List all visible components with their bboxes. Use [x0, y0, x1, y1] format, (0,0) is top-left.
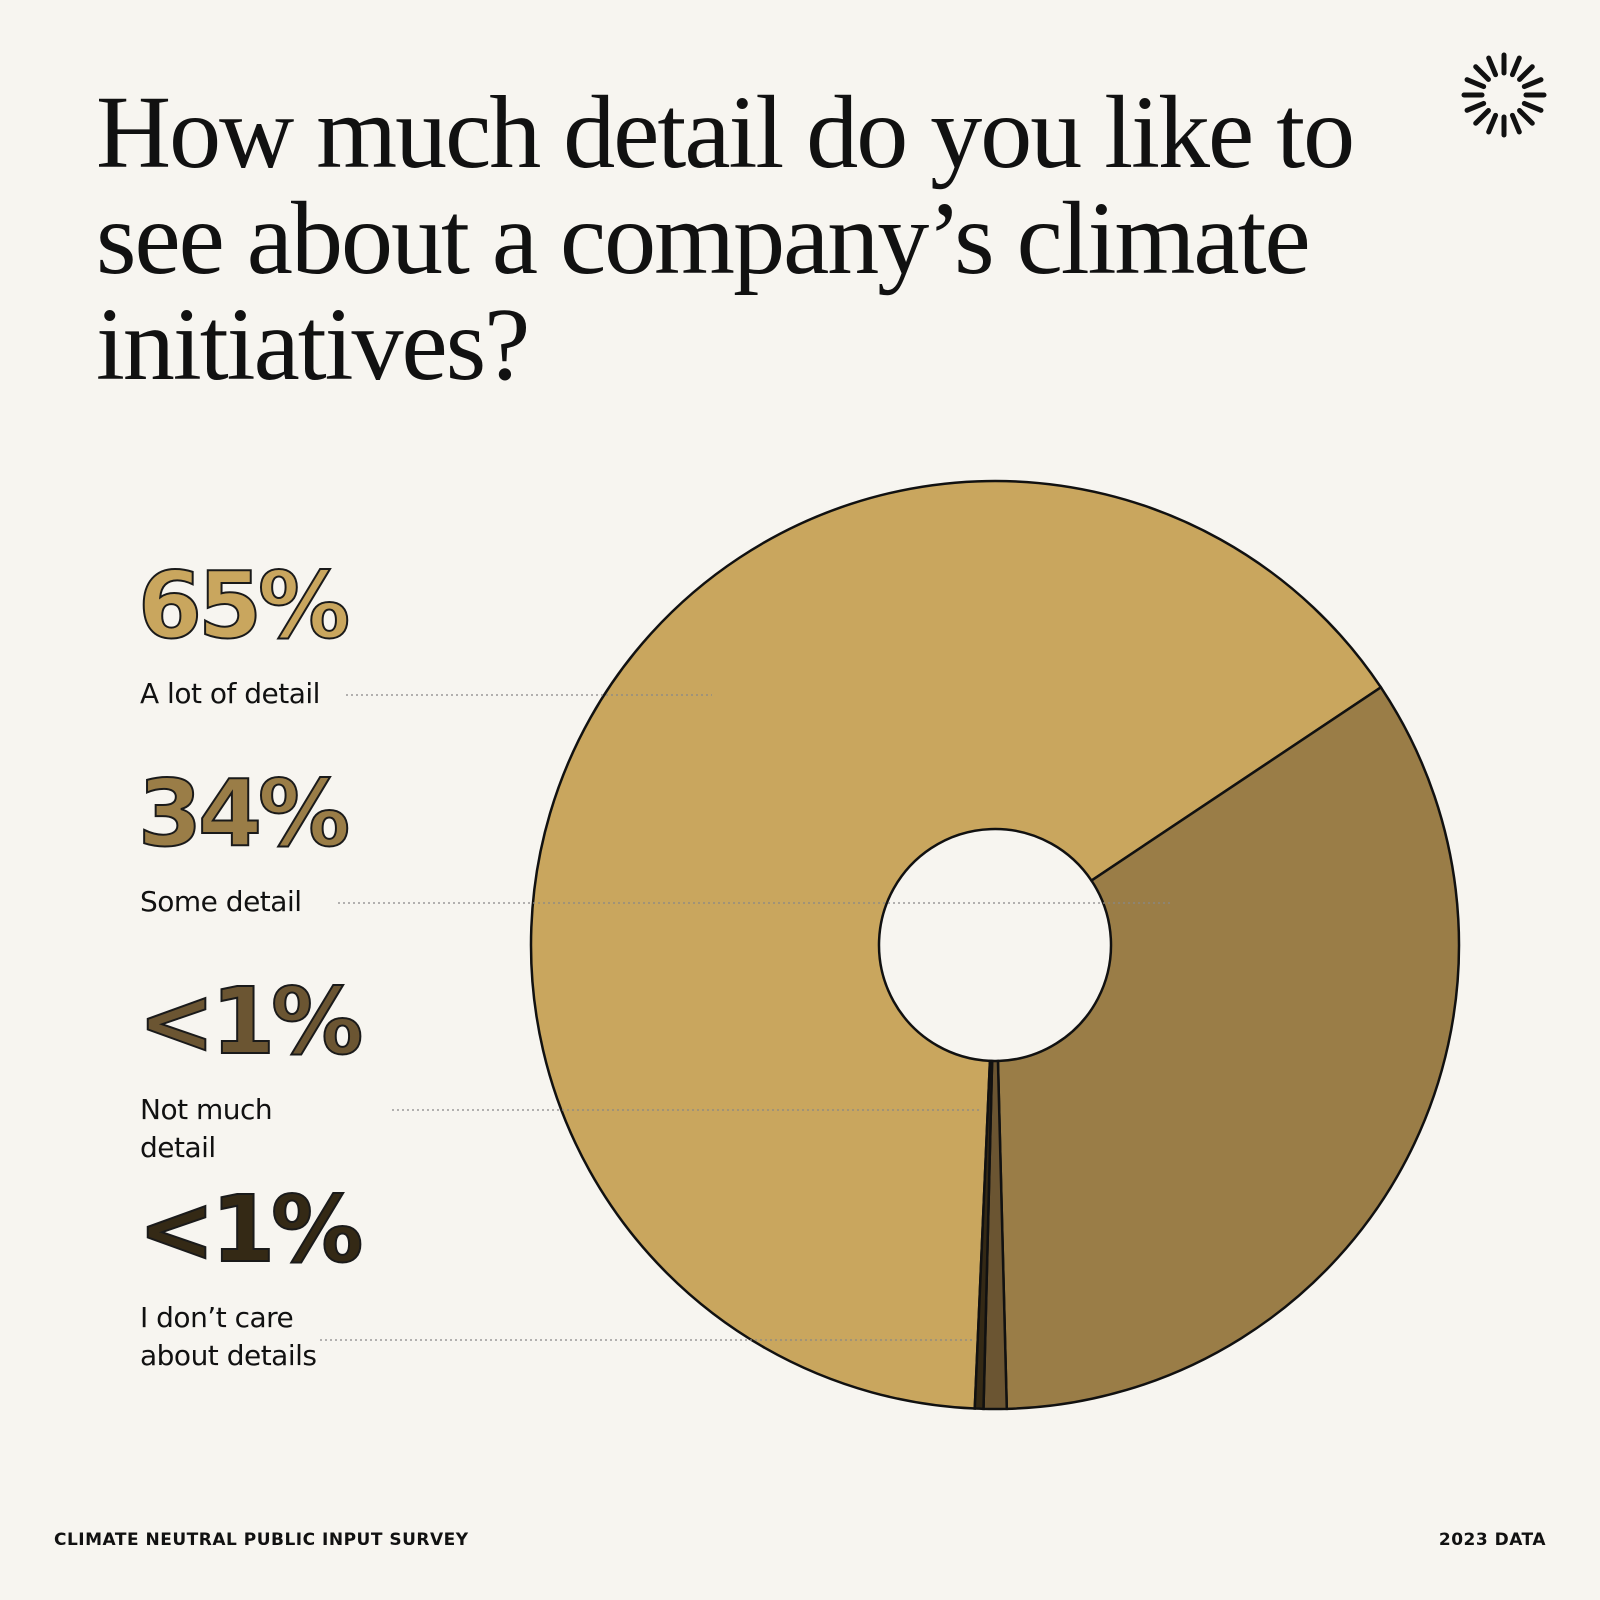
logo-spoke: [1517, 64, 1535, 82]
logo-spoke: [1521, 77, 1544, 90]
legend-label: A lot of detail: [140, 677, 320, 710]
logo-spoke: [1509, 112, 1522, 135]
source: CLIMATE NEUTRAL PUBLIC INPUT SURVEY: [54, 1530, 469, 1550]
slice: [996, 685, 1461, 1411]
chart-title: How much detail do you like to see about…: [96, 75, 1355, 402]
leader-lines: [320, 694, 1170, 1341]
value-label: 34%: [137, 760, 351, 867]
logo-spoke: [1486, 55, 1499, 78]
value-label: <1%: [137, 968, 364, 1075]
logo-spoke: [1517, 108, 1535, 126]
logo-spoke: [1464, 100, 1487, 113]
logo-spoke: [1509, 55, 1522, 78]
logo-spoke: [1486, 112, 1499, 135]
legend-label: Some detail: [140, 885, 302, 918]
donut: [529, 479, 1461, 1411]
logo-spoke: [1473, 108, 1491, 126]
slice: [529, 479, 1383, 1410]
slice: [973, 1059, 994, 1411]
note: 2023 DATA: [1438, 1530, 1546, 1550]
logo-spoke: [1464, 77, 1487, 90]
legend-label: Not much detail: [140, 1093, 273, 1164]
logo: [1461, 52, 1547, 138]
legend-label: I don’t care about details: [140, 1301, 317, 1372]
value-label: <1%: [137, 1176, 364, 1283]
value-label: 65%: [137, 552, 351, 659]
logo-spoke: [1521, 100, 1544, 113]
logo-spoke: [1473, 64, 1491, 82]
